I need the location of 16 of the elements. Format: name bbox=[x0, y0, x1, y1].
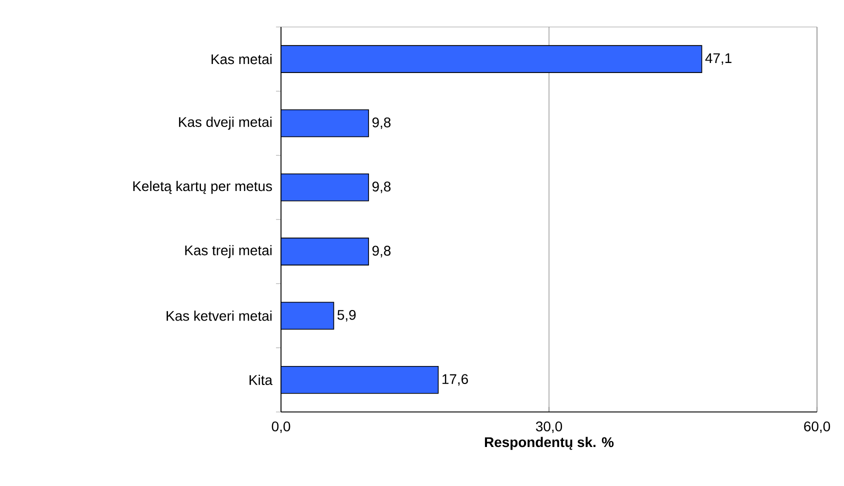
y-tick-label: Keletą kartų per metus bbox=[133, 180, 272, 194]
y-tick-label: Kas dveji metai bbox=[179, 116, 272, 130]
y-tick-label: Kas treji metai bbox=[185, 245, 272, 258]
data-label: 47,1 bbox=[705, 53, 732, 65]
y-tick-label: Kas ketveri metai bbox=[166, 310, 272, 321]
data-label: 17,6 bbox=[442, 374, 468, 386]
data-label: 9,8 bbox=[372, 117, 391, 129]
y-tick-label: Kas metai bbox=[212, 54, 272, 64]
x-tick-label: 0,0 bbox=[272, 421, 290, 434]
data-label: 9,8 bbox=[372, 182, 391, 194]
data-label: 5,9 bbox=[337, 310, 356, 322]
data-label: 9,8 bbox=[372, 246, 391, 258]
x-axis-title: Respondentų sk. % bbox=[484, 436, 614, 450]
x-tick-label: 60,0 bbox=[804, 421, 830, 434]
x-tick-label: 30,0 bbox=[536, 421, 562, 434]
y-tick-label: Kita bbox=[250, 374, 272, 386]
